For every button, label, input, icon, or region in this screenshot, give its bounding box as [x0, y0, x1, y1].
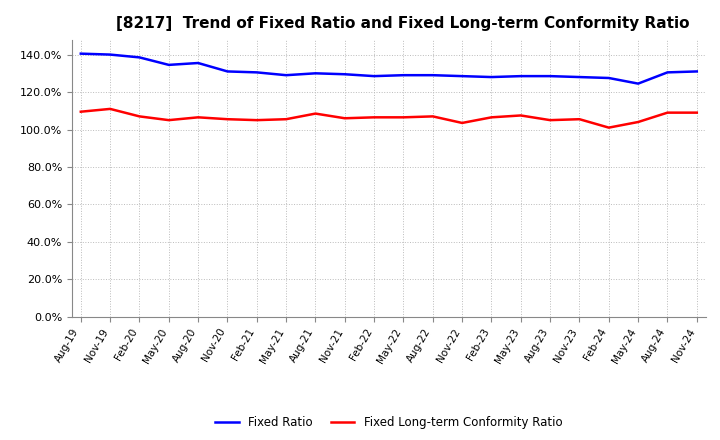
Line: Fixed Ratio: Fixed Ratio — [81, 54, 697, 84]
Fixed Long-term Conformity Ratio — [341, 116, 349, 121]
Fixed Ratio — [605, 75, 613, 81]
Fixed Ratio — [135, 55, 144, 60]
Fixed Ratio — [458, 73, 467, 79]
Fixed Long-term Conformity Ratio — [399, 115, 408, 120]
Fixed Long-term Conformity Ratio — [546, 117, 554, 123]
Fixed Ratio — [194, 60, 202, 66]
Fixed Long-term Conformity Ratio — [311, 111, 320, 116]
Line: Fixed Long-term Conformity Ratio: Fixed Long-term Conformity Ratio — [81, 109, 697, 128]
Fixed Ratio — [693, 69, 701, 74]
Fixed Ratio — [399, 73, 408, 78]
Fixed Ratio — [253, 70, 261, 75]
Fixed Ratio — [516, 73, 525, 79]
Fixed Long-term Conformity Ratio — [575, 117, 584, 122]
Fixed Long-term Conformity Ratio — [370, 115, 379, 120]
Fixed Long-term Conformity Ratio — [634, 119, 642, 125]
Fixed Ratio — [311, 71, 320, 76]
Fixed Ratio — [370, 73, 379, 79]
Fixed Long-term Conformity Ratio — [487, 115, 496, 120]
Fixed Ratio — [341, 72, 349, 77]
Fixed Ratio — [106, 52, 114, 57]
Fixed Ratio — [223, 69, 232, 74]
Fixed Long-term Conformity Ratio — [253, 117, 261, 123]
Fixed Long-term Conformity Ratio — [516, 113, 525, 118]
Legend: Fixed Ratio, Fixed Long-term Conformity Ratio: Fixed Ratio, Fixed Long-term Conformity … — [210, 411, 567, 434]
Fixed Long-term Conformity Ratio — [164, 117, 173, 123]
Fixed Ratio — [546, 73, 554, 79]
Fixed Ratio — [76, 51, 85, 56]
Fixed Long-term Conformity Ratio — [693, 110, 701, 115]
Fixed Long-term Conformity Ratio — [194, 115, 202, 120]
Fixed Long-term Conformity Ratio — [223, 117, 232, 122]
Fixed Long-term Conformity Ratio — [106, 106, 114, 111]
Fixed Ratio — [282, 73, 290, 78]
Fixed Long-term Conformity Ratio — [282, 117, 290, 122]
Fixed Long-term Conformity Ratio — [135, 114, 144, 119]
Fixed Ratio — [164, 62, 173, 67]
Fixed Ratio — [634, 81, 642, 86]
Fixed Ratio — [428, 73, 437, 78]
Fixed Long-term Conformity Ratio — [663, 110, 672, 115]
Text: [8217]  Trend of Fixed Ratio and Fixed Long-term Conformity Ratio: [8217] Trend of Fixed Ratio and Fixed Lo… — [117, 16, 690, 32]
Fixed Long-term Conformity Ratio — [428, 114, 437, 119]
Fixed Long-term Conformity Ratio — [458, 120, 467, 125]
Fixed Ratio — [663, 70, 672, 75]
Fixed Ratio — [487, 74, 496, 80]
Fixed Long-term Conformity Ratio — [76, 109, 85, 114]
Fixed Ratio — [575, 74, 584, 80]
Fixed Long-term Conformity Ratio — [605, 125, 613, 130]
